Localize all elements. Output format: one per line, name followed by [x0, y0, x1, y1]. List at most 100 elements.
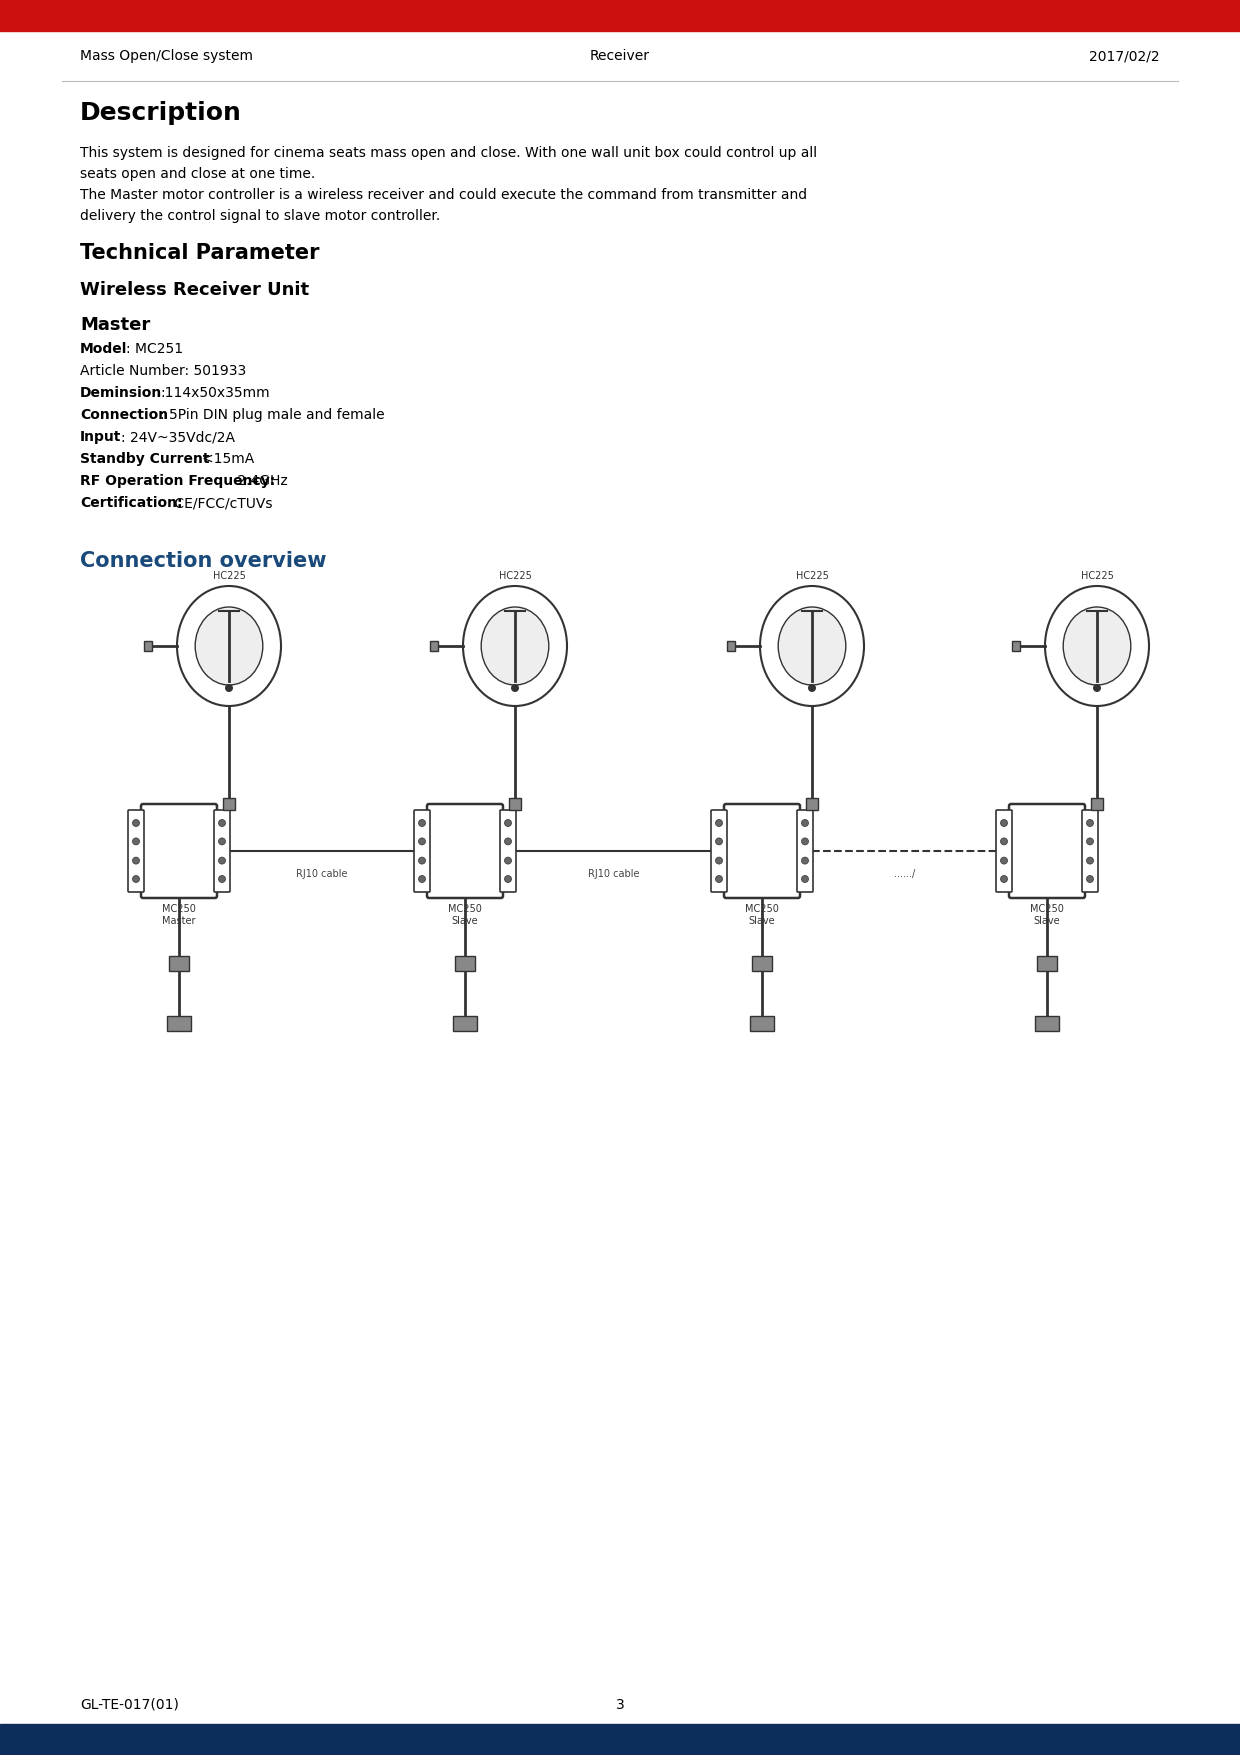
FancyBboxPatch shape [215, 811, 229, 892]
Circle shape [715, 876, 723, 883]
Circle shape [133, 820, 139, 827]
Circle shape [133, 876, 139, 883]
Ellipse shape [481, 607, 549, 684]
FancyBboxPatch shape [1009, 804, 1085, 899]
Text: : <15mA: : <15mA [193, 453, 254, 467]
Text: CE/FCC/cTUVs: CE/FCC/cTUVs [170, 497, 273, 511]
Bar [1035, 1016, 1059, 1030]
Circle shape [505, 876, 511, 883]
Bar [806, 799, 818, 811]
Circle shape [419, 856, 425, 863]
Circle shape [133, 837, 139, 844]
Circle shape [801, 837, 808, 844]
Text: : 24V~35Vdc/2A: : 24V~35Vdc/2A [122, 430, 236, 444]
Text: 2017/02/2: 2017/02/2 [1090, 49, 1159, 63]
Ellipse shape [1045, 586, 1149, 706]
FancyBboxPatch shape [414, 811, 430, 892]
Bar [1037, 956, 1056, 971]
Circle shape [505, 856, 511, 863]
Circle shape [715, 837, 723, 844]
Bar [167, 1016, 191, 1030]
Text: Description: Description [81, 102, 242, 125]
Ellipse shape [779, 607, 846, 684]
Text: Connection: Connection [81, 407, 169, 421]
Text: : 5Pin DIN plug male and female: : 5Pin DIN plug male and female [160, 407, 384, 421]
FancyBboxPatch shape [427, 804, 503, 899]
Bar [169, 956, 188, 971]
Text: Technical Parameter: Technical Parameter [81, 242, 320, 263]
Bar [0, 1723, 1240, 1755]
Text: The Master motor controller is a wireless receiver and could execute the command: The Master motor controller is a wireles… [81, 188, 807, 223]
Circle shape [1086, 876, 1094, 883]
FancyBboxPatch shape [128, 811, 144, 892]
FancyBboxPatch shape [797, 811, 813, 892]
Circle shape [224, 684, 233, 691]
Circle shape [1001, 856, 1007, 863]
Text: Wireless Receiver Unit: Wireless Receiver Unit [81, 281, 309, 298]
Circle shape [505, 837, 511, 844]
Bar [1012, 641, 1021, 651]
Text: Input: Input [81, 430, 122, 444]
Text: Connection overview: Connection overview [81, 551, 326, 570]
Ellipse shape [463, 586, 567, 706]
Text: HC225: HC225 [796, 570, 828, 581]
Circle shape [419, 837, 425, 844]
Bar [751, 956, 773, 971]
Circle shape [715, 820, 723, 827]
Ellipse shape [177, 586, 281, 706]
FancyBboxPatch shape [724, 804, 800, 899]
Circle shape [1001, 837, 1007, 844]
Text: This system is designed for cinema seats mass open and close. With one wall unit: This system is designed for cinema seats… [81, 146, 817, 181]
Bar [727, 641, 735, 651]
Text: GL-TE-017(01): GL-TE-017(01) [81, 1699, 179, 1711]
Bar [508, 799, 521, 811]
Text: :114x50x35mm: :114x50x35mm [160, 386, 269, 400]
Text: Standby Current: Standby Current [81, 453, 210, 467]
Bar [223, 799, 236, 811]
Text: HC225: HC225 [498, 570, 532, 581]
Text: RJ10 cable: RJ10 cable [296, 869, 347, 879]
Circle shape [1086, 837, 1094, 844]
Circle shape [218, 876, 226, 883]
Circle shape [715, 856, 723, 863]
Circle shape [801, 820, 808, 827]
Circle shape [1086, 820, 1094, 827]
Circle shape [218, 837, 226, 844]
Text: Article Number: 501933: Article Number: 501933 [81, 363, 247, 377]
Bar [453, 1016, 477, 1030]
Ellipse shape [760, 586, 864, 706]
Text: 2.4GHz: 2.4GHz [233, 474, 288, 488]
Ellipse shape [195, 607, 263, 684]
Circle shape [1001, 820, 1007, 827]
Text: : MC251: : MC251 [126, 342, 184, 356]
Text: HC225: HC225 [1080, 570, 1114, 581]
Circle shape [1086, 856, 1094, 863]
FancyBboxPatch shape [996, 811, 1012, 892]
FancyBboxPatch shape [1083, 811, 1097, 892]
Circle shape [218, 820, 226, 827]
Text: Model: Model [81, 342, 128, 356]
Text: Deminsion: Deminsion [81, 386, 162, 400]
Circle shape [1001, 876, 1007, 883]
Text: MC250
Slave: MC250 Slave [448, 904, 482, 927]
Text: Certification:: Certification: [81, 497, 182, 511]
Bar [0, 0, 1240, 32]
Text: 3: 3 [615, 1699, 625, 1711]
Text: MC250
Slave: MC250 Slave [745, 904, 779, 927]
Circle shape [808, 684, 816, 691]
Bar [750, 1016, 774, 1030]
FancyBboxPatch shape [500, 811, 516, 892]
Circle shape [801, 856, 808, 863]
Ellipse shape [1063, 607, 1131, 684]
Text: MC250
Master: MC250 Master [162, 904, 196, 927]
Text: RJ10 cable: RJ10 cable [588, 869, 640, 879]
Text: MC250
Slave: MC250 Slave [1030, 904, 1064, 927]
Text: Mass Open/Close system: Mass Open/Close system [81, 49, 253, 63]
Bar [1091, 799, 1104, 811]
Circle shape [505, 820, 511, 827]
Circle shape [801, 876, 808, 883]
Bar [144, 641, 153, 651]
FancyBboxPatch shape [711, 811, 727, 892]
Bar [430, 641, 438, 651]
FancyBboxPatch shape [141, 804, 217, 899]
